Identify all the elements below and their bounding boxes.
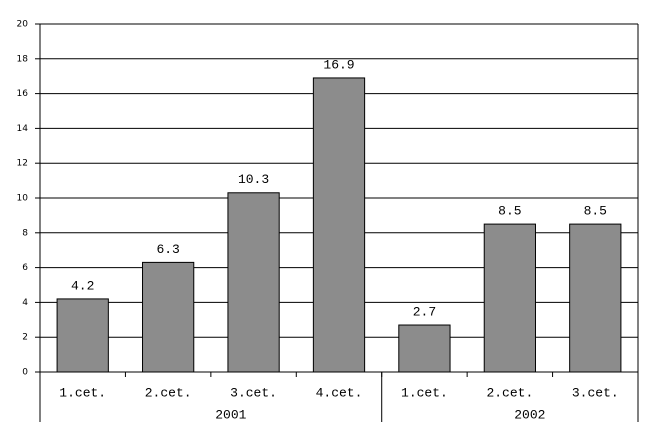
y-tick-label: 10	[17, 194, 29, 204]
bar	[398, 324, 451, 373]
y-tick-label: 18	[17, 54, 29, 64]
bar	[227, 192, 280, 373]
y-tick-label: 2	[22, 333, 28, 343]
bar	[312, 77, 366, 373]
y-tick-label: 8	[22, 228, 28, 238]
data-label: 4.2	[71, 278, 94, 293]
y-tick-label: 4	[22, 298, 28, 308]
y-tick-label: 14	[17, 124, 29, 134]
bar	[142, 261, 195, 373]
x-tick-label: 3.cet.	[572, 385, 619, 400]
data-label: 6.3	[156, 242, 179, 257]
y-tick-label: 20	[17, 20, 29, 30]
x-tick-label: 1.cet.	[59, 385, 106, 400]
y-tick-label: 16	[17, 89, 29, 99]
x-tick-label: 2.cet.	[145, 385, 192, 400]
bar	[56, 298, 109, 373]
x-tick-label: 3.cet.	[230, 385, 277, 400]
bar	[483, 223, 536, 373]
y-tick-label: 12	[17, 159, 28, 169]
x-tick-label: 4.cet.	[316, 385, 363, 400]
group-label: 2002	[514, 407, 545, 422]
y-tick-label: 6	[22, 263, 28, 273]
bar	[569, 223, 622, 373]
x-tick-label: 1.cet.	[401, 385, 448, 400]
x-tick-label: 2.cet.	[486, 385, 533, 400]
group-label: 2001	[215, 407, 246, 422]
data-label: 8.5	[584, 204, 607, 219]
data-label: 2.7	[413, 304, 436, 319]
y-tick-label: 0	[22, 368, 28, 378]
data-label: 8.5	[498, 204, 521, 219]
data-label: 10.3	[238, 172, 269, 187]
data-label: 16.9	[323, 57, 354, 72]
